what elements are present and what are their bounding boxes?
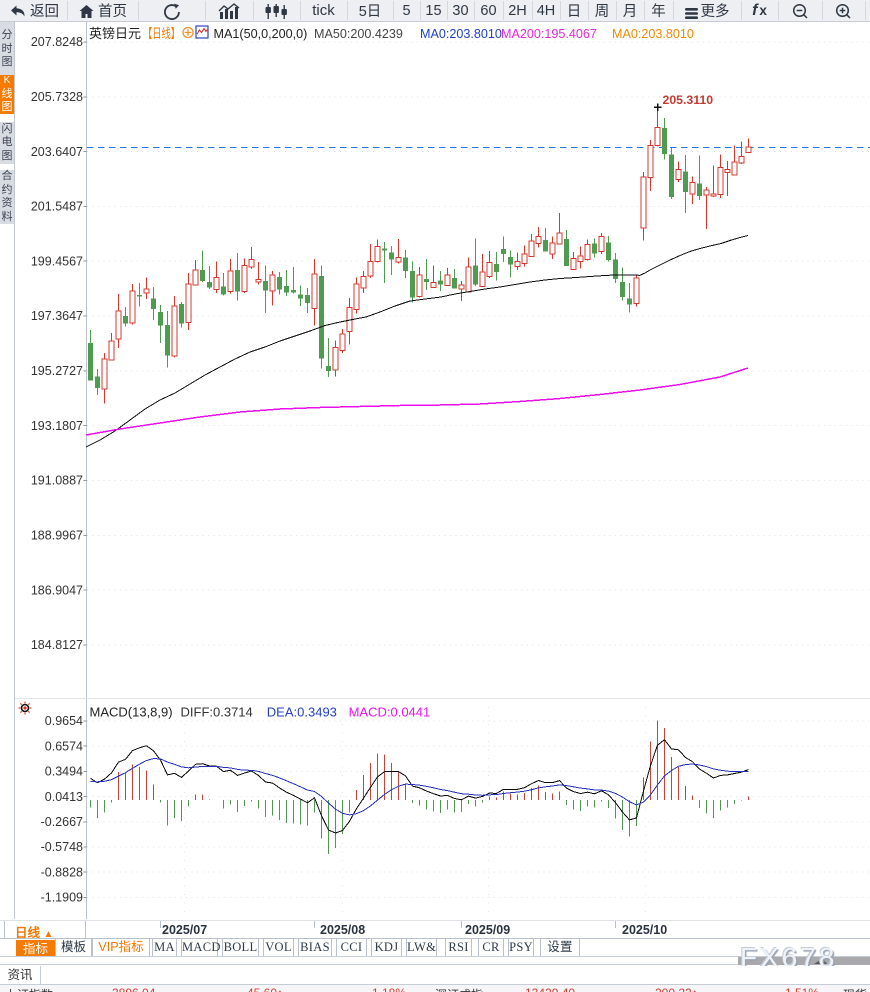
svg-text:MACD:0.0441: MACD:0.0441: [349, 705, 431, 720]
svg-text:MA1(50,0,200,0): MA1(50,0,200,0): [214, 27, 308, 41]
svg-text:203.6407: 203.6407: [31, 145, 83, 159]
svg-text:-0.8828: -0.8828: [41, 865, 83, 879]
svg-text:-0.5748: -0.5748: [41, 840, 83, 854]
svg-text:【日线】: 【日线】: [143, 26, 180, 41]
svg-text:0.3494: 0.3494: [45, 765, 83, 779]
svg-text:MA0:203.8010: MA0:203.8010: [612, 27, 694, 41]
svg-text:DIFF:0.3714: DIFF:0.3714: [181, 705, 253, 720]
svg-text:195.2727: 195.2727: [31, 364, 83, 378]
svg-text:DEA:0.3493: DEA:0.3493: [267, 705, 337, 720]
svg-text:MACD(13,8,9): MACD(13,8,9): [90, 705, 173, 720]
svg-text:191.0887: 191.0887: [31, 474, 83, 488]
svg-text:0.6574: 0.6574: [45, 739, 83, 753]
svg-text:0.0413: 0.0413: [45, 790, 83, 804]
svg-text:186.9047: 186.9047: [31, 583, 83, 597]
svg-text:184.8127: 184.8127: [31, 638, 83, 652]
svg-text:0.9654: 0.9654: [45, 714, 83, 728]
svg-text:MA200:195.4067: MA200:195.4067: [501, 27, 597, 41]
svg-text:188.9967: 188.9967: [31, 529, 83, 543]
svg-text:MA0:203.8010: MA0:203.8010: [420, 27, 502, 41]
svg-text:201.5487: 201.5487: [31, 200, 83, 214]
svg-text:MA50:200.4239: MA50:200.4239: [314, 27, 403, 41]
svg-text:193.1807: 193.1807: [31, 419, 83, 433]
svg-text:197.3647: 197.3647: [31, 309, 83, 323]
svg-text:199.4567: 199.4567: [31, 254, 83, 268]
svg-text:英镑日元: 英镑日元: [89, 26, 141, 41]
svg-text:207.8248: 207.8248: [31, 35, 83, 49]
svg-text:205.3110: 205.3110: [663, 93, 714, 107]
svg-text:205.7328: 205.7328: [31, 90, 83, 104]
svg-text:-1.1909: -1.1909: [41, 891, 83, 905]
svg-text:-0.2667: -0.2667: [41, 815, 83, 829]
